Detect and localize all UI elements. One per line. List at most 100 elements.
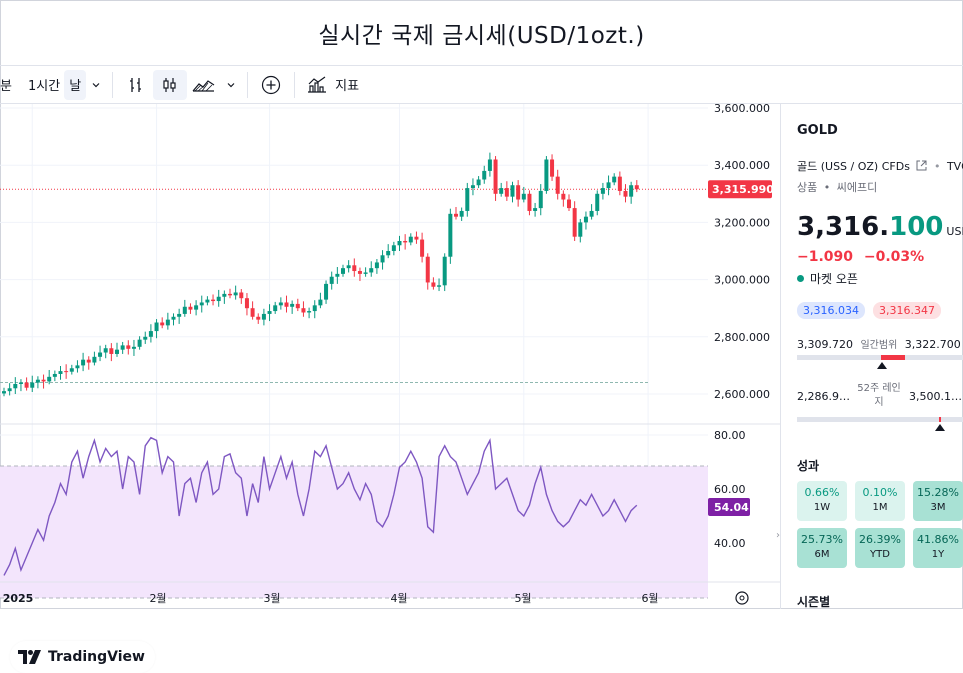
candle-body: [408, 236, 413, 243]
candle-body: [182, 306, 187, 314]
candles: [2, 152, 639, 397]
candle-body: [357, 271, 362, 274]
price-tick-label: 3,000.000: [714, 274, 770, 287]
performance-period: 3M: [930, 502, 946, 513]
current-price: 3,316.100USD: [797, 212, 963, 242]
candle-body: [504, 188, 509, 197]
sidebar-divider[interactable]: [780, 104, 781, 609]
interval-1h-button[interactable]: 1시간: [24, 70, 64, 100]
candle-body: [154, 322, 159, 332]
bars-icon: [130, 77, 142, 92]
market-status: 마켓 오픈: [797, 270, 858, 287]
interval-minute-label: 분: [0, 79, 12, 94]
price-axis[interactable]: 3,600.000 3,400.000 3,200.000 3,000.000 2,80…: [714, 102, 770, 401]
day-range-label: 일간범위: [860, 340, 898, 351]
candle-body: [24, 382, 29, 388]
candle-body: [431, 282, 436, 287]
week52-range-marker-icon: [935, 424, 945, 431]
rsi-axis[interactable]: 80.00 60.00 40.00: [714, 429, 746, 550]
interval-day-button[interactable]: 날: [64, 69, 87, 100]
symbol-category-row: 상품 • 씨에프디: [797, 179, 877, 195]
candle-body: [188, 306, 193, 310]
candle-body: [205, 299, 210, 303]
ask-price-badge: 3,316.347: [873, 302, 941, 319]
area-chart-button[interactable]: [187, 70, 221, 100]
indicators-button[interactable]: 지표: [301, 70, 365, 100]
candle-body: [493, 159, 498, 194]
week52-range-bar: [797, 417, 963, 422]
candle-body: [578, 222, 583, 237]
compare-button[interactable]: [254, 70, 288, 100]
price-integer: 3,316.: [797, 212, 890, 242]
performance-period: 1M: [872, 502, 888, 513]
price-tick-label: 3,600.000: [714, 104, 770, 115]
interval-1h-label: 1시간: [27, 79, 61, 94]
dot-separator: •: [823, 181, 831, 194]
performance-value: 15.28%: [917, 486, 959, 499]
candle-body: [64, 371, 69, 373]
seasonals-title: 시즌별: [797, 595, 831, 609]
plus-circle-icon: [262, 75, 281, 94]
candle-body: [301, 308, 306, 313]
performance-value: 0.10%: [862, 486, 898, 499]
symbol-exchange: 씨에프디: [836, 181, 878, 194]
time-axis[interactable]: 2025 2월 3월 4월 5월 6월: [3, 592, 659, 605]
time-tick-label: 4월: [390, 592, 407, 605]
price-tick-label: 3,200.000: [714, 216, 770, 229]
sidebar-collapse-handle[interactable]: ›: [776, 530, 780, 541]
candle-body: [126, 345, 131, 349]
performance-value: 25.73%: [801, 533, 843, 546]
performance-cell-1m[interactable]: 0.10% 1M: [855, 481, 905, 521]
performance-cell-1y[interactable]: 41.86% 1Y: [913, 528, 963, 568]
candle-body: [131, 346, 136, 349]
candle-body: [454, 213, 458, 217]
candle-body: [510, 185, 515, 197]
candle-body: [199, 302, 204, 306]
candle-body: [18, 382, 23, 384]
candle-body: [148, 331, 153, 337]
candle-body: [120, 345, 125, 350]
symbol-description-text: 골드 (USS / OZ) CFDs: [797, 160, 910, 173]
rsi-tick-label: 80.00: [714, 429, 746, 442]
candle-body: [75, 365, 80, 369]
candle-body: [261, 313, 266, 320]
performance-cell-6m[interactable]: 25.73% 6M: [797, 528, 847, 568]
candle-body: [171, 316, 176, 320]
symbol-name[interactable]: GOLD: [797, 123, 838, 138]
price-chart[interactable]: 3,600.000 3,400.000 3,200.000 3,000.000 2,80…: [0, 102, 780, 609]
candle-body: [30, 382, 35, 388]
performance-cell-3m[interactable]: 15.28% 3M: [913, 481, 963, 521]
candle-body: [47, 376, 52, 382]
performance-cell-ytd[interactable]: 26.39% YTD: [855, 528, 905, 568]
settings-button[interactable]: [735, 591, 749, 605]
candle-body: [617, 176, 622, 191]
chart-type-dropdown-button[interactable]: [221, 70, 241, 100]
candle-body: [420, 239, 425, 257]
candle-body: [290, 303, 295, 307]
tradingview-watermark[interactable]: TradingView: [10, 641, 155, 673]
candle-body: [425, 256, 430, 283]
chevron-down-icon: [92, 82, 100, 87]
dot-separator: •: [933, 160, 941, 173]
bar-chart-button[interactable]: [119, 70, 153, 100]
candle-body: [352, 265, 357, 272]
candle-body: [482, 170, 487, 180]
time-tick-label: 5월: [514, 592, 531, 605]
rsi-band: [0, 466, 708, 598]
candle-body: [465, 188, 470, 211]
candles-button[interactable]: [153, 69, 188, 100]
interval-dropdown-button[interactable]: [86, 70, 106, 100]
candle-body: [35, 379, 40, 383]
rsi-tick-label: 40.00: [714, 537, 746, 550]
candle-body: [516, 185, 521, 200]
interval-minute-button[interactable]: 분: [0, 70, 16, 100]
candle-body: [52, 373, 57, 377]
performance-value: 26.39%: [859, 533, 901, 546]
performance-value: 41.86%: [917, 533, 959, 546]
candle-body: [623, 190, 628, 197]
chart-area[interactable]: 3,600.000 3,400.000 3,200.000 3,000.000 2,80…: [0, 102, 780, 673]
candle-body: [572, 208, 577, 237]
external-link-icon[interactable]: [916, 160, 927, 171]
candle-body: [98, 352, 103, 357]
performance-cell-1w[interactable]: 0.66% 1W: [797, 481, 847, 521]
